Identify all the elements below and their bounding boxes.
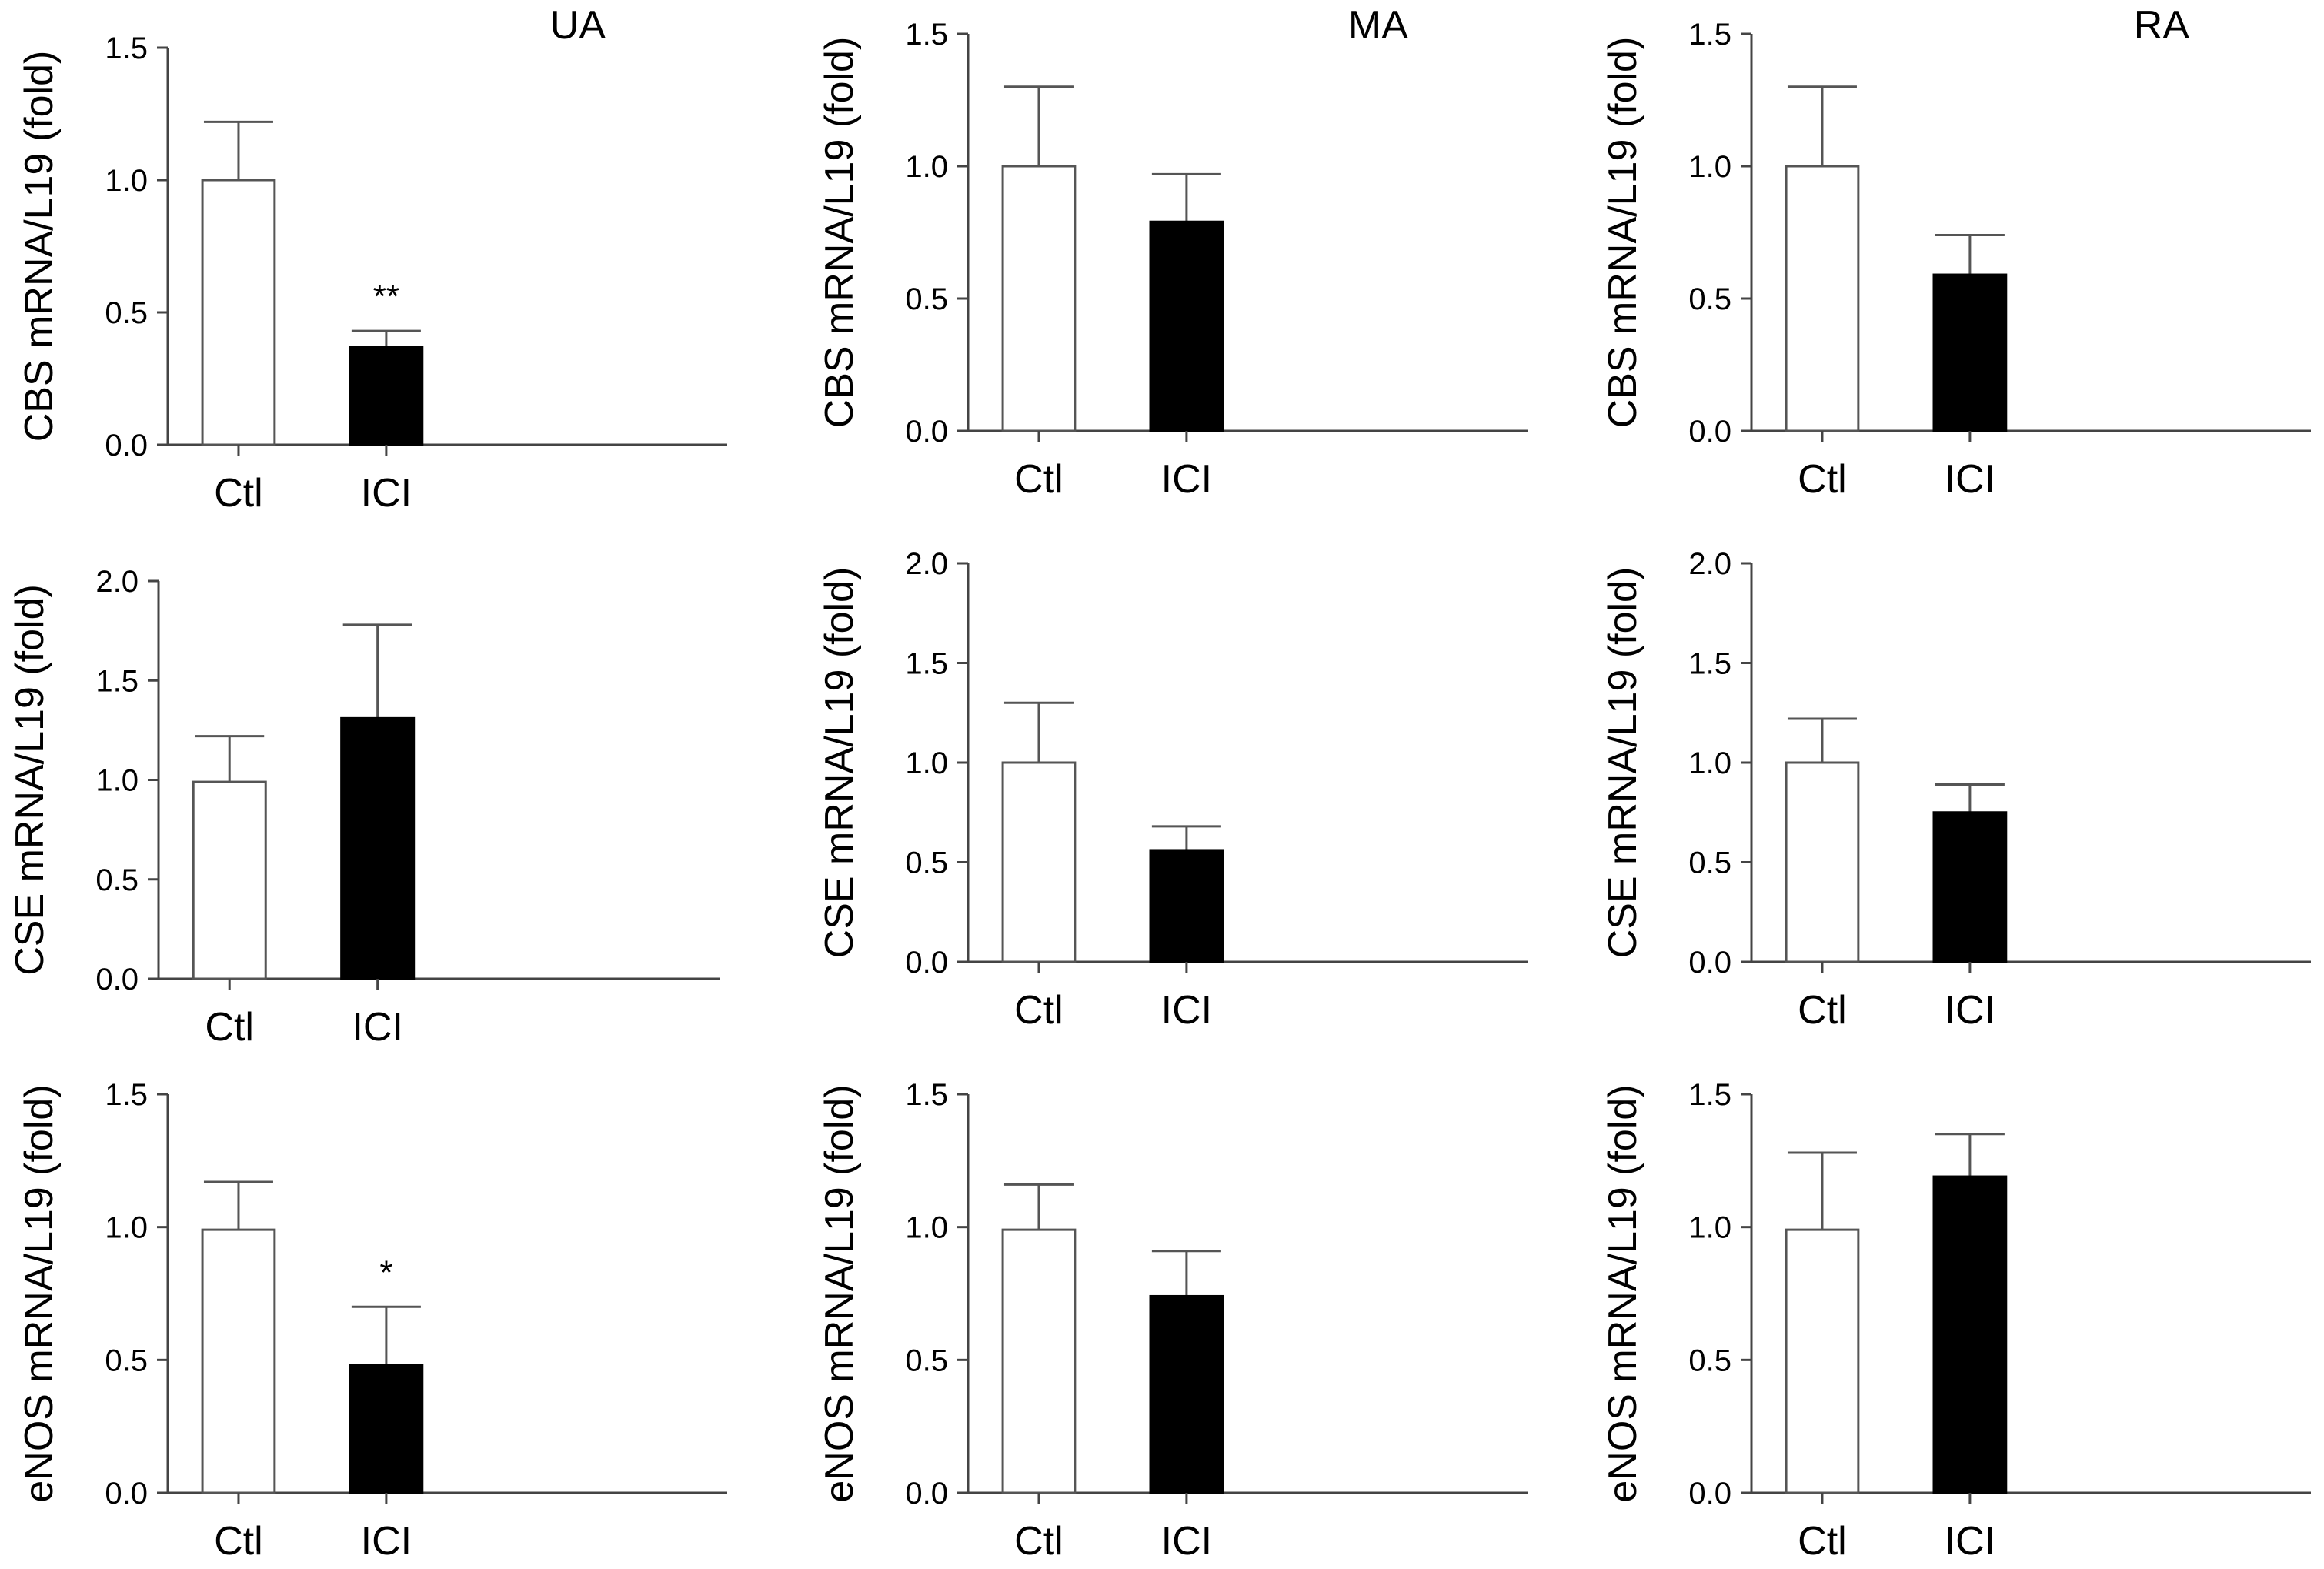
- chart-ra-cbs: 0.0 0.5 1.0 1.5 Ctl ICI CBS mRNA/L19 (fold) RA: [1601, 3, 2311, 502]
- y-tick-label: 1.0: [1688, 1211, 1731, 1245]
- y-tick-label: 0.5: [105, 1344, 148, 1377]
- chart-ua-cbs: 0.0 0.5 1.0 1.5 Ctl ICI ** CBS mRNA/L19 (fold) U…: [17, 3, 727, 516]
- chart-ua-enos: 0.0 0.5 1.0 1.5 Ctl ICI * eNOS mRNA/L19 (fold): [17, 1078, 727, 1564]
- y-tick-label: 2.0: [905, 547, 948, 581]
- y-tick-label: 1.0: [105, 164, 148, 198]
- bar-ctl: [201, 1228, 276, 1494]
- y-axis-label: CBS mRNA/L19 (fold): [817, 37, 862, 429]
- category-label-ici: ICI: [352, 1005, 402, 1050]
- bar-ici: [1149, 1294, 1224, 1494]
- y-tick-label: 1.5: [905, 647, 948, 681]
- y-tick-label: 0.0: [95, 963, 139, 996]
- y-axis-label: eNOS mRNA/L19 (fold): [17, 1084, 62, 1502]
- category-label-ici: ICI: [1161, 988, 1212, 1033]
- y-tick-label: 0.0: [905, 946, 948, 980]
- y-axis-label: eNOS mRNA/L19 (fold): [817, 1084, 862, 1502]
- bar-ctl: [1785, 1228, 1860, 1494]
- category-label-ici: ICI: [361, 471, 412, 516]
- y-axis-label: CSE mRNA/L19 (fold): [1601, 567, 1645, 959]
- category-label-ctl: Ctl: [1014, 1519, 1063, 1564]
- y-tick-label: 0.0: [1688, 415, 1731, 449]
- panel-title: MA: [1348, 3, 1408, 48]
- y-axis-label: CBS mRNA/L19 (fold): [17, 51, 62, 442]
- y-tick-label: 0.0: [905, 415, 948, 449]
- y-tick-label: 0.5: [905, 1344, 948, 1377]
- y-tick-label: 0.0: [1688, 1477, 1731, 1511]
- y-tick-label: 1.0: [1688, 150, 1731, 184]
- y-tick-label: 2.0: [1688, 547, 1731, 581]
- bar-ctl: [1001, 761, 1077, 963]
- significance-marker: *: [379, 1254, 392, 1291]
- y-tick-label: 1.0: [105, 1211, 148, 1245]
- significance-marker: **: [373, 278, 399, 315]
- bar-ctl: [192, 780, 267, 980]
- category-label-ici: ICI: [1945, 1519, 1995, 1564]
- y-axis-label: eNOS mRNA/L19 (fold): [1601, 1084, 1645, 1502]
- chart-ra-enos: 0.0 0.5 1.0 1.5 Ctl ICI eNOS mRNA/L19 (fold): [1601, 1078, 2311, 1564]
- category-label-ici: ICI: [361, 1519, 412, 1564]
- y-tick-label: 1.5: [95, 664, 139, 698]
- y-tick-label: 0.0: [905, 1477, 948, 1511]
- y-tick-label: 1.0: [1688, 746, 1731, 780]
- y-tick-label: 0.5: [105, 296, 148, 330]
- category-label-ctl: Ctl: [214, 471, 263, 516]
- category-label-ici: ICI: [1161, 1519, 1212, 1564]
- y-tick-label: 0.5: [95, 863, 139, 897]
- bar-ctl: [1785, 761, 1860, 963]
- chart-ua-cse: 0.0 0.5 1.0 1.5 2.0 Ctl ICI CSE mRNA/L19 (fold): [8, 565, 720, 1050]
- category-label-ctl: Ctl: [205, 1005, 254, 1050]
- y-tick-label: 0.5: [1688, 1344, 1731, 1377]
- panel-title: UA: [550, 3, 606, 48]
- y-tick-label: 1.5: [905, 1078, 948, 1112]
- bar-ctl: [1001, 165, 1077, 432]
- y-axis-label: CSE mRNA/L19 (fold): [817, 567, 862, 959]
- bar-ctl: [1001, 1228, 1077, 1494]
- bar-ici: [349, 1364, 424, 1494]
- category-label-ici: ICI: [1161, 457, 1212, 502]
- y-tick-label: 0.5: [1688, 846, 1731, 880]
- y-tick-label: 1.5: [1688, 1078, 1731, 1112]
- y-tick-label: 1.5: [105, 1078, 148, 1112]
- y-axis-label: CBS mRNA/L19 (fold): [1601, 37, 1645, 429]
- y-tick-label: 0.0: [1688, 946, 1731, 980]
- bar-ctl: [1785, 165, 1860, 432]
- y-tick-label: 1.5: [105, 32, 148, 65]
- category-label-ctl: Ctl: [214, 1519, 263, 1564]
- y-tick-label: 1.5: [1688, 18, 1731, 52]
- bar-ici: [1932, 811, 2008, 963]
- category-label-ici: ICI: [1945, 988, 1995, 1033]
- y-tick-label: 1.5: [1688, 647, 1731, 681]
- bar-ici: [1932, 1175, 2008, 1494]
- category-label-ctl: Ctl: [1014, 457, 1063, 502]
- y-tick-label: 1.0: [905, 1211, 948, 1245]
- panel-title: RA: [2134, 3, 2190, 48]
- y-tick-label: 0.5: [905, 846, 948, 880]
- category-label-ctl: Ctl: [1798, 457, 1847, 502]
- chart-ma-cse: 0.0 0.5 1.0 1.5 2.0 Ctl ICI CSE mRNA/L19 (fold): [817, 547, 1528, 1033]
- bar-ici: [1932, 273, 2008, 432]
- y-tick-label: 1.0: [905, 746, 948, 780]
- y-tick-label: 0.0: [105, 429, 148, 462]
- chart-ma-cbs: 0.0 0.5 1.0 1.5 Ctl ICI CBS mRNA/L19 (fold) MA: [817, 3, 1528, 502]
- y-tick-label: 1.5: [905, 18, 948, 52]
- category-label-ctl: Ctl: [1798, 988, 1847, 1033]
- bar-ici: [1149, 849, 1224, 963]
- category-label-ctl: Ctl: [1798, 1519, 1847, 1564]
- y-tick-label: 2.0: [95, 565, 139, 599]
- y-tick-label: 0.5: [905, 282, 948, 316]
- y-axis-label: CSE mRNA/L19 (fold): [8, 584, 52, 976]
- bar-ici: [1149, 220, 1224, 432]
- bar-ici: [349, 346, 424, 446]
- y-tick-label: 0.0: [105, 1477, 148, 1511]
- bar-ici: [340, 716, 416, 980]
- chart-ra-cse: 0.0 0.5 1.0 1.5 2.0 Ctl ICI CSE mRNA/L19 (fold): [1601, 547, 2311, 1033]
- category-label-ctl: Ctl: [1014, 988, 1063, 1033]
- y-tick-label: 1.0: [95, 764, 139, 798]
- y-tick-label: 1.0: [905, 150, 948, 184]
- bar-ctl: [201, 179, 276, 446]
- category-label-ici: ICI: [1945, 457, 1995, 502]
- y-tick-label: 0.5: [1688, 282, 1731, 316]
- chart-ma-enos: 0.0 0.5 1.0 1.5 Ctl ICI eNOS mRNA/L19 (fold): [817, 1078, 1528, 1564]
